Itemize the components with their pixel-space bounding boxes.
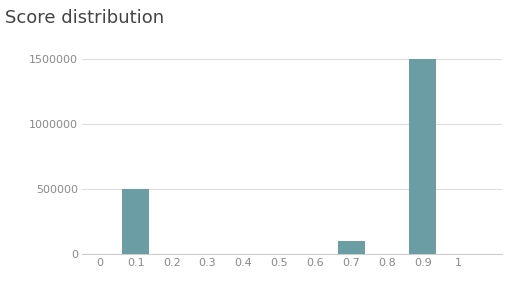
Bar [122,189,149,254]
Text: Score distribution: Score distribution [5,9,164,27]
Bar [410,59,436,254]
Bar [337,241,365,254]
